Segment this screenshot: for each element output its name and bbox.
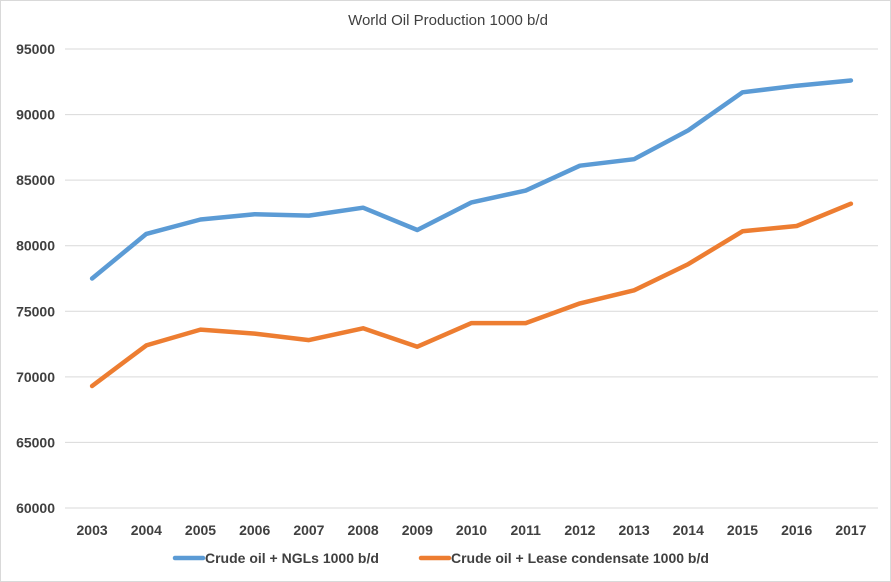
x-tick-label: 2015 (727, 522, 758, 538)
legend: Crude oil + NGLs 1000 b/d Crude oil + Lea… (172, 550, 709, 566)
x-axis-tick-labels: 2003 2004 2005 2006 2007 2008 2009 2010 2011 2012… (77, 522, 867, 538)
x-tick-label: 2007 (293, 522, 324, 538)
legend-label-2: Crude oil + Lease condensate 1000 b/d (451, 550, 709, 566)
gridlines (65, 48, 878, 509)
x-tick-label: 2003 (77, 522, 108, 538)
x-tick-label: 2006 (239, 522, 270, 538)
y-tick-label: 65000 (16, 434, 55, 450)
y-axis-tick-labels: 60000 65000 70000 75000 80000 85000 90000 95000 (16, 41, 55, 516)
series-line-1 (89, 78, 854, 281)
y-tick-label: 95000 (16, 41, 55, 57)
y-tick-label: 85000 (16, 172, 55, 188)
x-tick-label: 2014 (673, 522, 704, 538)
y-tick-label: 90000 (16, 107, 55, 123)
y-tick-label: 75000 (16, 303, 55, 319)
x-tick-label: 2004 (131, 522, 162, 538)
chart-title: World Oil Production 1000 b/d (348, 12, 548, 29)
x-tick-label: 2005 (185, 522, 216, 538)
x-tick-label: 2011 (511, 522, 542, 538)
y-tick-label: 80000 (16, 238, 55, 254)
y-tick-label: 70000 (16, 369, 55, 385)
series-line-2 (89, 201, 854, 389)
x-tick-label: 2009 (402, 522, 433, 538)
x-tick-label: 2016 (781, 522, 812, 538)
x-tick-label: 2010 (456, 522, 487, 538)
x-tick-label: 2008 (348, 522, 379, 538)
legend-label-1: Crude oil + NGLs 1000 b/d (205, 550, 379, 566)
x-tick-label: 2013 (619, 522, 650, 538)
series-lines (89, 78, 854, 389)
y-tick-label: 60000 (16, 500, 55, 516)
x-tick-label: 2012 (564, 522, 595, 538)
x-tick-label: 2017 (835, 522, 866, 538)
